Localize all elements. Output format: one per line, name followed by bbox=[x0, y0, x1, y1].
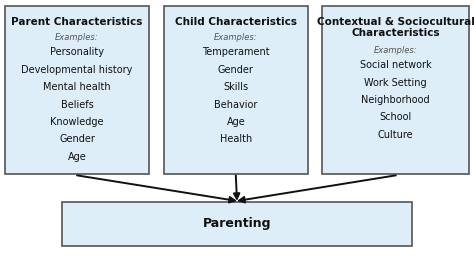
Text: Examples:: Examples: bbox=[374, 46, 418, 55]
Text: Developmental history: Developmental history bbox=[21, 65, 133, 75]
Text: School: School bbox=[380, 112, 412, 122]
Text: Age: Age bbox=[68, 152, 86, 162]
Text: Examples:: Examples: bbox=[55, 33, 99, 42]
FancyBboxPatch shape bbox=[164, 6, 308, 174]
Text: Personality: Personality bbox=[50, 47, 104, 57]
Text: Contextual & Sociocultural
Characteristics: Contextual & Sociocultural Characteristi… bbox=[317, 17, 474, 38]
Text: Gender: Gender bbox=[218, 65, 254, 75]
Text: Health: Health bbox=[219, 134, 252, 144]
Text: Beliefs: Beliefs bbox=[61, 100, 93, 110]
Text: Parent Characteristics: Parent Characteristics bbox=[11, 17, 143, 27]
Text: Examples:: Examples: bbox=[214, 33, 258, 42]
Text: Gender: Gender bbox=[59, 134, 95, 144]
Text: Age: Age bbox=[227, 117, 245, 127]
Text: Behavior: Behavior bbox=[214, 100, 257, 110]
Text: Child Characteristics: Child Characteristics bbox=[175, 17, 297, 27]
Text: Social network: Social network bbox=[360, 60, 432, 70]
Text: Skills: Skills bbox=[223, 82, 248, 92]
Text: Neighborhood: Neighborhood bbox=[362, 95, 430, 105]
Text: Knowledge: Knowledge bbox=[50, 117, 104, 127]
FancyBboxPatch shape bbox=[5, 6, 149, 174]
Text: Temperament: Temperament bbox=[202, 47, 270, 57]
Text: Parenting: Parenting bbox=[203, 218, 271, 230]
Text: Culture: Culture bbox=[378, 130, 414, 140]
FancyBboxPatch shape bbox=[62, 202, 412, 246]
Text: Work Setting: Work Setting bbox=[365, 78, 427, 88]
FancyBboxPatch shape bbox=[322, 6, 469, 174]
Text: Mental health: Mental health bbox=[43, 82, 111, 92]
